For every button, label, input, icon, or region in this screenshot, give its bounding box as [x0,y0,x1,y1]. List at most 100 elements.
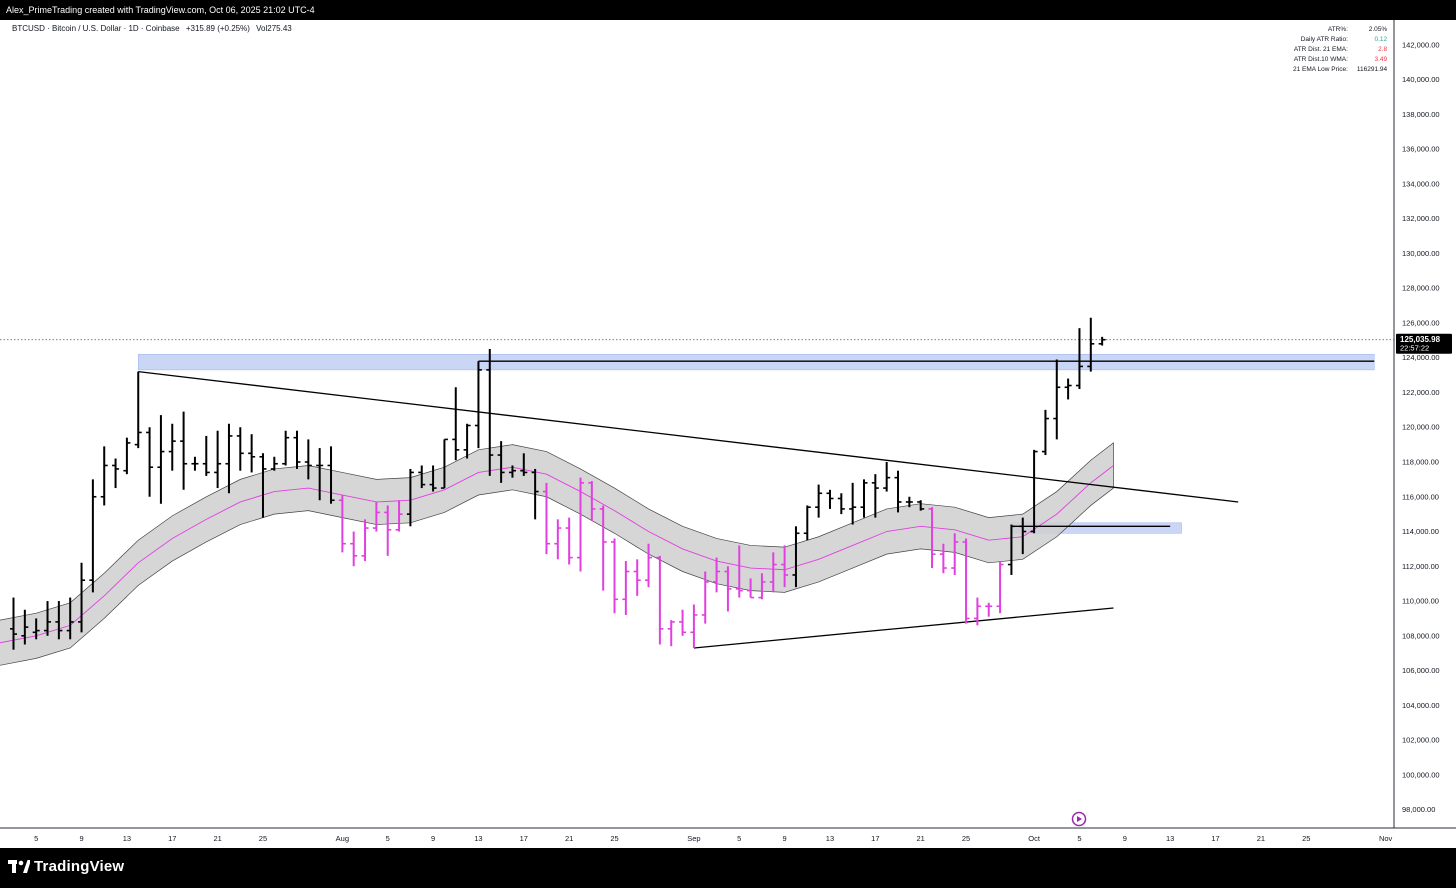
ohlc-bar [860,479,868,518]
y-tick-label: 128,000.00 [1402,284,1440,293]
y-axis: 98,000.00 100,000.00 102,000.00 104,000.00 1… [1402,40,1440,814]
atr-value: 116291.94 [1356,65,1388,73]
x-tick-label: 17 [1211,834,1219,843]
x-tick-label: 17 [168,834,176,843]
x-tick-label: Oct [1028,834,1041,843]
atr-row: ATR Dist.10 WMA: 3.49 [1290,54,1390,64]
price-label-box [1396,333,1452,354]
y-tick-label: 130,000.00 [1402,249,1440,258]
ohlc-bar [679,609,687,636]
ohlc-bar [1007,524,1015,575]
x-tick-label: 25 [610,834,618,843]
x-tick-label: 13 [1166,834,1174,843]
ohlc-bar [1075,328,1083,390]
ohlc-bar [713,557,721,593]
atr-label: Daily ATR Ratio: [1300,35,1348,43]
ohlc-bar [452,387,460,461]
ohlc-bar [951,533,959,575]
x-tick-label: 13 [123,834,131,843]
ohlc-bar [236,427,244,471]
replay-icon-play [1077,816,1082,822]
ohlc-bar [474,361,482,449]
ohlc-bar [202,435,210,476]
chart-replay-icon [1071,811,1087,827]
atr-label: ATR%: [1327,25,1348,33]
y-axis-panel [1394,20,1456,848]
ohlc-bar [1064,378,1072,400]
atr-row: Daily ATR Ratio: 0.12 [1290,34,1390,44]
x-axis: 5 9 13 17 21 25 Aug 5 9 13 17 21 25 Sep 5 9 13 17 21 25 Oct 5… [34,834,1392,843]
ohlc-bar [1019,517,1027,555]
y-tick-label: 112,000.00 [1402,562,1439,571]
tradingview-logo-icon[interactable] [8,860,30,874]
ohlc-bar [55,601,63,640]
y-tick-label: 104,000.00 [1402,701,1440,710]
ohlc-bar [282,430,290,466]
ohlc-bar [996,561,1004,614]
y-tick-label: 102,000.00 [1402,736,1440,745]
ohlc-bar [1053,359,1061,440]
ohlc-bar [565,517,573,565]
x-tick-label: 25 [1302,834,1310,843]
ohlc-bar [985,602,993,617]
y-tick-label: 114,000.00 [1402,527,1439,536]
ohlc-bar [622,561,630,615]
ohlc-bar [304,439,312,480]
ohlc-bar [735,545,743,598]
ohlc-bar [168,423,176,471]
atr-row: 21 EMA Low Price: 116291.94 [1290,64,1390,74]
ohlc-bar [123,437,131,475]
x-tick-label: 21 [213,834,221,843]
ohlc-bar [180,411,188,490]
ohlc-bar [10,597,17,650]
ohlc-bar [1041,409,1049,456]
y-tick-label: 124,000.00 [1402,353,1440,362]
atr-value: 2.05% [1368,25,1388,33]
y-tick-label: 118,000.00 [1402,458,1439,467]
ohlc-bar [531,468,539,520]
ohlc-bar [440,438,448,489]
ohlc-bar [849,482,857,525]
ohlc-bar [214,430,222,489]
ohlc-bar [361,519,369,562]
ohlc-bar [894,470,902,513]
ohlc-bar [89,479,97,593]
replay-icon-ring [1071,811,1087,827]
ohlc-bar [962,538,970,624]
symbol-name: BTCUSD · Bitcoin / U.S. Dollar · 1D · Co… [12,24,180,33]
ema-midline [0,465,1114,644]
x-tick-label: 9 [1123,834,1127,843]
ohlc-bar [611,538,619,614]
ohlc-bar [21,609,29,645]
resistance-zone [137,353,1375,371]
ohlc-bar [248,434,256,473]
ohlc-bar [656,555,664,645]
ohlc-bar [1030,449,1038,534]
x-tick-label: Aug [336,834,349,843]
attribution-text: Alex_PrimeTrading created with TradingVi… [6,5,315,15]
price-chart[interactable]: 98,000.00100,000.00102,000.00104,000.001… [0,20,1456,848]
ohlc-bar [690,604,698,648]
chart-frame[interactable]: 98,000.00 100,000.00 102,000.00 104,000.00 1… [0,20,1456,848]
x-tick-label: 17 [520,834,528,843]
ohlc-bar [418,465,426,489]
ohlc-bar [66,597,74,640]
ohlc-bar [112,458,120,489]
ohlc-bar [78,562,86,633]
atr-label: ATR Dist.10 WMA: [1293,55,1348,63]
y-tick-label: 110,000.00 [1402,597,1439,606]
ohlc-bar [327,446,335,504]
x-tick-label: Nov [1379,834,1393,843]
y-tick-label: 100,000.00 [1402,770,1440,779]
symbol-legend[interactable]: BTCUSD · Bitcoin / U.S. Dollar · 1D · Co… [12,24,296,33]
ohlc-bar [293,430,301,469]
x-tick-label: 9 [783,834,787,843]
ohlc-bar [384,505,392,556]
ohlc-bar [44,601,52,636]
atr-label: 21 EMA Low Price: [1293,65,1348,73]
atr-label: ATR Dist. 21 EMA: [1293,45,1348,53]
symbol-volume: Vol275.43 [256,24,292,33]
y-tick-label: 136,000.00 [1402,145,1440,154]
ohlc-bar [973,597,981,626]
